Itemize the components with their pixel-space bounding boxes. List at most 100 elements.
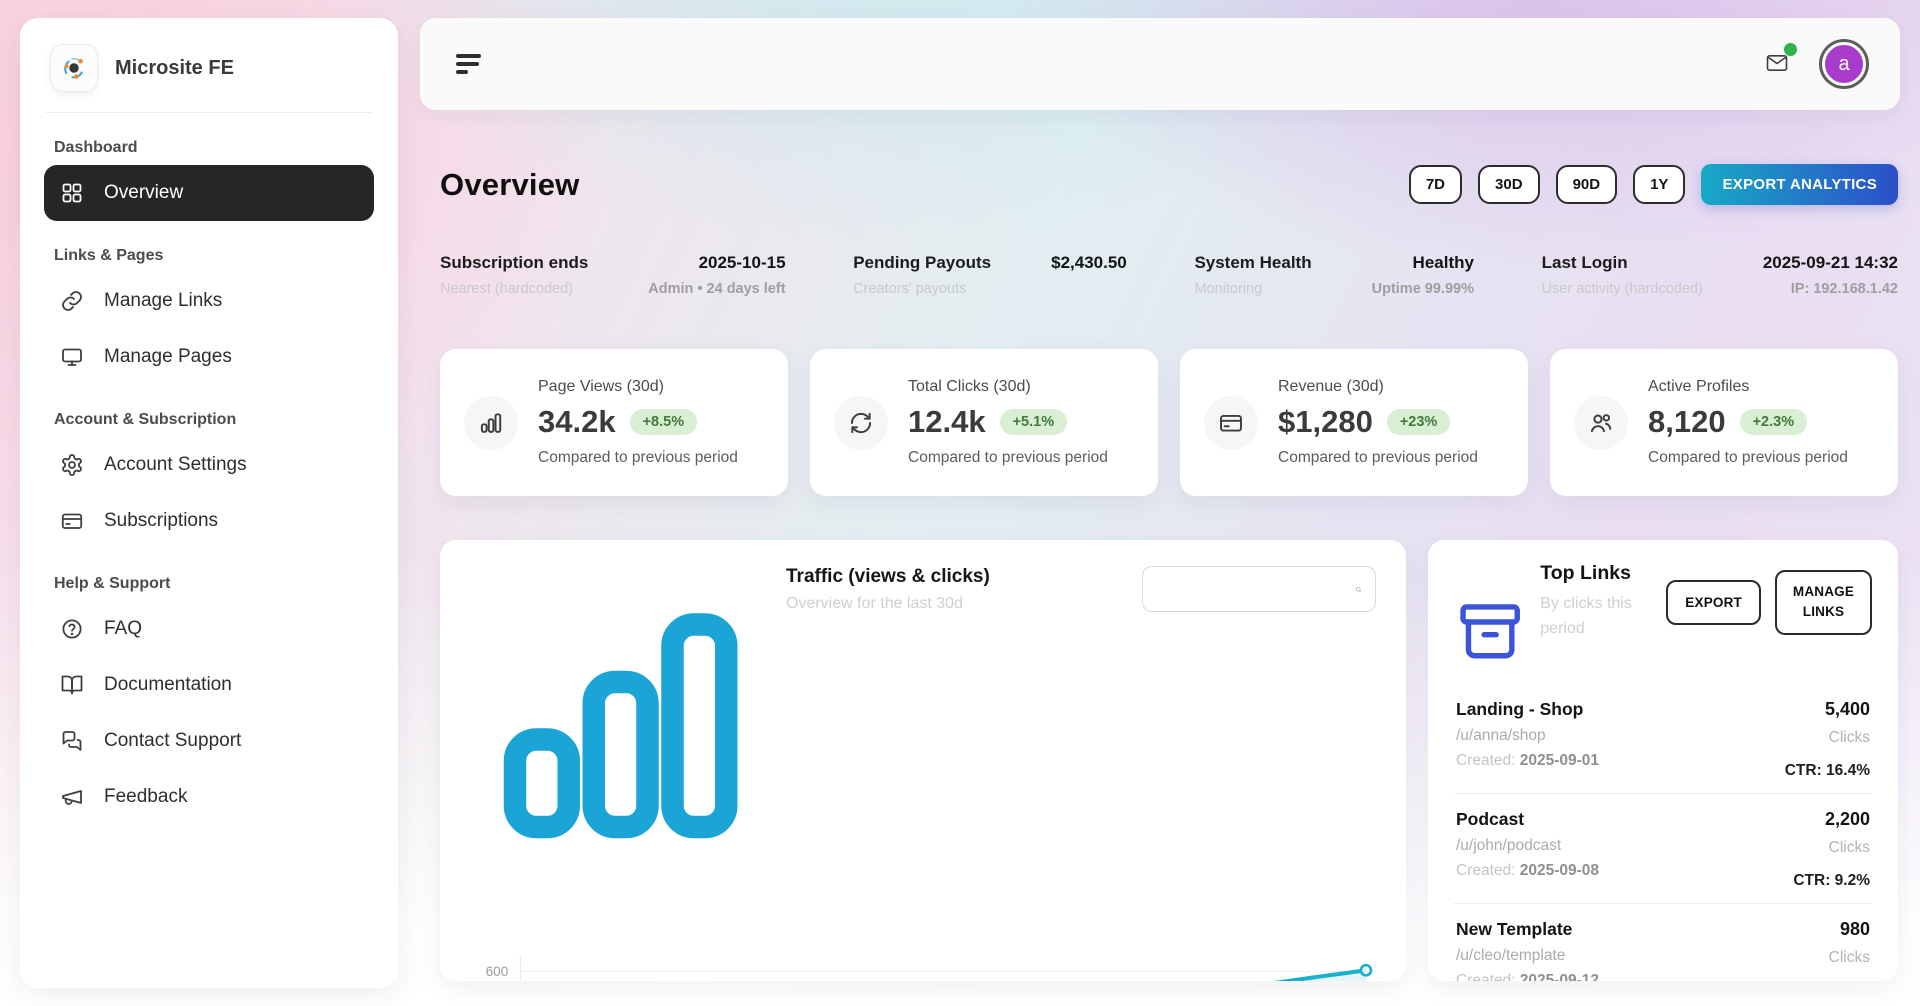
- manage-links-button[interactable]: MANAGE LINKS: [1775, 570, 1872, 635]
- credit-card-icon: [1204, 395, 1258, 450]
- traffic-card-header: Traffic (views & clicks) Overview for th…: [470, 566, 1376, 877]
- sidebar-item-account-settings[interactable]: Account Settings: [44, 437, 374, 493]
- traffic-chart: 020040060009-1409-1509-1609-1709-1809-19…: [470, 905, 1376, 981]
- unread-dot: [1784, 43, 1797, 56]
- sidebar-item-contact-support[interactable]: Contact Support: [44, 713, 374, 769]
- sidebar-item-documentation[interactable]: Documentation: [44, 657, 374, 713]
- kpi-delta-badge: +23%: [1386, 409, 1451, 435]
- mail-icon[interactable]: [1762, 43, 1797, 77]
- kpi-note: Compared to previous period: [538, 449, 738, 466]
- stat-sublabel: Creators' payouts: [853, 281, 967, 297]
- stat-label: System Health: [1194, 253, 1312, 272]
- top-links-card: Top Links By clicks this period EXPORT M…: [1428, 540, 1898, 981]
- export-analytics-button[interactable]: EXPORT ANALYTICS: [1701, 164, 1898, 205]
- megaphone-icon: [60, 785, 84, 809]
- credit-card-icon: [60, 509, 84, 533]
- archive-box-icon: [1454, 593, 1526, 670]
- sidebar-item-label: Feedback: [104, 786, 188, 807]
- link-clicks-label: Clicks: [1828, 729, 1870, 747]
- sidebar-section-label-dashboard: Dashboard: [54, 139, 138, 156]
- avatar[interactable]: a: [1822, 42, 1866, 86]
- sidebar-item-label: FAQ: [104, 618, 143, 639]
- sidebar-item-manage-pages[interactable]: Manage Pages: [44, 329, 374, 385]
- stat-subvalue: Uptime 99.99%: [1371, 281, 1474, 297]
- stat-label: Last Login: [1541, 253, 1628, 272]
- sidebar-item-overview[interactable]: Overview: [44, 165, 374, 221]
- link-ctr: CTR: 9.2%: [1793, 872, 1870, 890]
- stat-sublabel: Monitoring: [1194, 281, 1263, 297]
- top-link-row-landing-shop[interactable]: Landing - Shop/u/anna/shop Created: 2025-…: [1454, 684, 1872, 795]
- sidebar-item-label: Account Settings: [104, 454, 247, 475]
- bar-chart-icon: [464, 395, 518, 450]
- main-content: Overview 7D 30D 90D 1Y EXPORT ANALYTICS Sub…: [440, 150, 1898, 981]
- chart-search-box: [1142, 566, 1376, 612]
- stat-value: $2,430.50: [1051, 253, 1127, 272]
- kpi-value: 8,120: [1648, 404, 1726, 439]
- top-link-row-podcast[interactable]: Podcast/u/john/podcast Created: 2025-09-0…: [1454, 794, 1872, 905]
- stat-label: Subscription ends: [440, 253, 589, 272]
- kpi-title: Page Views (30d): [538, 378, 664, 395]
- menu-icon[interactable]: [454, 48, 483, 79]
- kpi-value: $1,280: [1278, 404, 1373, 439]
- search-icon[interactable]: [1355, 586, 1362, 593]
- stat-subvalue: IP: 192.168.1.42: [1790, 281, 1898, 297]
- link-created: Created: 2025-09-01: [1456, 752, 1600, 770]
- bottom-row: Traffic (views & clicks) Overview for th…: [440, 540, 1898, 981]
- chart-search-input[interactable]: [1156, 580, 1355, 598]
- app-logo-icon: [50, 44, 98, 92]
- range-button-group: 7D 30D 90D 1Y: [1408, 165, 1686, 204]
- sidebar-item-label: Manage Pages: [104, 346, 232, 367]
- divider: [46, 112, 372, 113]
- link-clicks-label: Clicks: [1828, 839, 1870, 857]
- top-link-row-new-template[interactable]: New Template/u/cleo/template Created: 202…: [1454, 904, 1872, 981]
- stat-sublabel: User activity (hardcoded): [1541, 281, 1703, 297]
- stats-row: Subscription ends Nearest (hardcoded) 2025…: [440, 253, 1898, 297]
- top-links-title: Top Links: [1540, 562, 1631, 584]
- kpi-delta-badge: +8.5%: [629, 409, 698, 435]
- stat-subvalue: Admin • 24 days left: [648, 281, 786, 297]
- sidebar-section-label-links-pages: Links & Pages: [54, 247, 164, 264]
- range-button-1y[interactable]: 1Y: [1633, 165, 1686, 204]
- range-button-7d[interactable]: 7D: [1408, 165, 1463, 204]
- traffic-line-chart: 020040060009-1409-1509-1609-1709-1809-19…: [486, 955, 1373, 981]
- users-icon: [1574, 395, 1628, 450]
- question-icon: [60, 617, 84, 641]
- book-icon: [60, 673, 84, 697]
- link-path: /u/anna/shop: [1456, 727, 1546, 745]
- range-button-90d[interactable]: 90D: [1555, 165, 1618, 204]
- sidebar-item-manage-links[interactable]: Manage Links: [44, 273, 374, 329]
- kpi-title: Active Profiles: [1648, 378, 1750, 395]
- range-button-30d[interactable]: 30D: [1478, 165, 1540, 204]
- top-links-actions: EXPORT MANAGE LINKS: [1666, 570, 1872, 635]
- kpi-title: Revenue (30d): [1278, 378, 1384, 395]
- link-clicks-value: 2,200: [1824, 809, 1870, 830]
- page-header: Overview 7D 30D 90D 1Y EXPORT ANALYTICS: [440, 164, 1898, 205]
- topbar-actions: a: [1762, 42, 1866, 86]
- chat-icon: [60, 729, 84, 753]
- sidebar-item-feedback[interactable]: Feedback: [44, 769, 374, 825]
- sidebar-item-subscriptions[interactable]: Subscriptions: [44, 493, 374, 549]
- link-created: Created: 2025-09-08: [1456, 862, 1600, 880]
- kpi-note: Compared to previous period: [908, 449, 1108, 466]
- stat-value: Healthy: [1412, 253, 1474, 272]
- sidebar-item-label: Contact Support: [104, 730, 242, 751]
- svg-text:600: 600: [486, 964, 509, 979]
- link-name: Podcast: [1456, 809, 1525, 830]
- traffic-card-subtitle: Overview for the last 30d: [786, 595, 963, 612]
- export-links-button[interactable]: EXPORT: [1666, 579, 1761, 625]
- link-path: /u/cleo/template: [1456, 947, 1566, 965]
- stat-label: Pending Payouts: [853, 253, 992, 272]
- sidebar-item-faq[interactable]: FAQ: [44, 601, 374, 657]
- link-clicks-label: Clicks: [1828, 949, 1870, 967]
- top-links-list: Landing - Shop/u/anna/shop Created: 2025-…: [1454, 684, 1872, 981]
- kpi-value: 12.4k: [908, 404, 986, 439]
- stat-pending-payouts: Pending Payouts Creators' payouts $2,430.5…: [853, 253, 1127, 297]
- monitor-icon: [60, 345, 84, 369]
- refresh-icon: [834, 395, 888, 450]
- grid-icon: [60, 181, 84, 205]
- stat-subscription-ends: Subscription ends Nearest (hardcoded) 2025…: [440, 253, 786, 297]
- top-links-header: Top Links By clicks this period EXPORT M…: [1454, 562, 1872, 670]
- link-clicks-value: 980: [1839, 919, 1870, 940]
- kpi-delta-badge: +2.3%: [1739, 409, 1808, 435]
